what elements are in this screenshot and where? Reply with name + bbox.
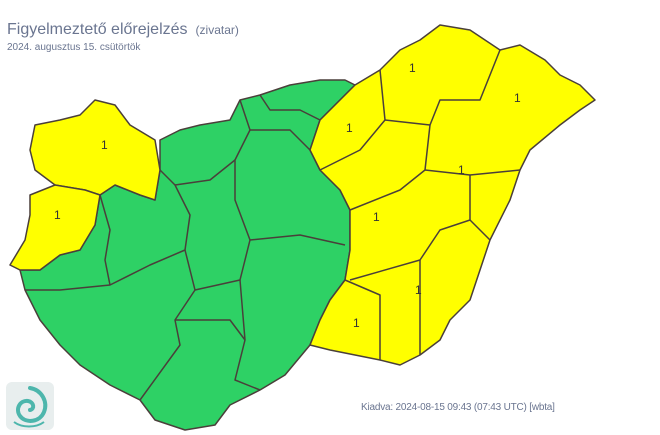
level-label: 1	[346, 121, 353, 135]
region-west[interactable]	[9, 184, 101, 271]
warning-level-labels: 1 1 1 1 1 1 1 1 1	[54, 61, 521, 330]
region-east-yellow[interactable]	[309, 24, 596, 366]
level-label: 1	[101, 138, 108, 152]
level-label: 1	[373, 210, 380, 224]
level-label: 1	[415, 283, 422, 297]
county-borders	[25, 49, 521, 401]
level-label: 1	[514, 91, 521, 105]
title-subtitle: (zivatar)	[195, 23, 239, 37]
level-label: 1	[458, 163, 465, 177]
issued-timestamp: Kiadva: 2024-08-15 09:43 (07:43 UTC) [wb…	[361, 402, 555, 413]
level-label: 1	[54, 208, 61, 222]
forecast-date: 2024. augusztus 15. csütörtök	[7, 42, 141, 53]
met-service-logo-icon	[6, 382, 54, 430]
level-label: 1	[353, 316, 360, 330]
level-label: 1	[409, 61, 416, 75]
page-title: Figyelmeztető előrejelzés (zivatar)	[7, 21, 239, 39]
title-text: Figyelmeztető előrejelzés	[7, 21, 188, 38]
region-northwest[interactable]	[29, 99, 161, 201]
